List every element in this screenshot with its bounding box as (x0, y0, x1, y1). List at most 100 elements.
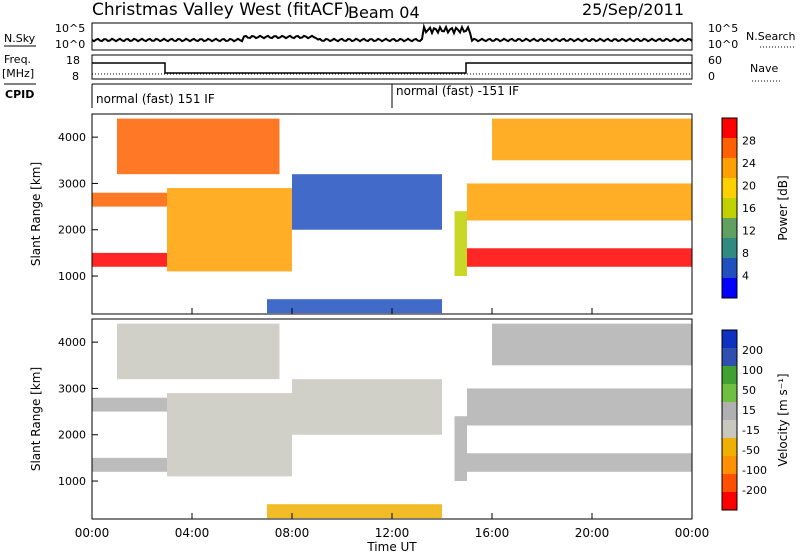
colorbar-tick-label: -15 (742, 424, 760, 437)
range-tick-label: 4000 (58, 336, 86, 349)
power-panel (92, 118, 692, 314)
colorbar-tick-label: 24 (742, 157, 756, 170)
echo-region (467, 388, 692, 426)
nsky-trace (91, 23, 693, 43)
colorbar-swatch (722, 492, 737, 510)
colorbar-tick-label: 16 (742, 202, 756, 215)
echo-region (292, 379, 442, 435)
echo-region (467, 248, 692, 267)
colorbar-tick-label: 20 (742, 180, 756, 193)
range-tick-label: 1000 (58, 270, 86, 283)
colorbar-tick-label: -200 (742, 484, 767, 497)
nave-tick-bottom: 0 (708, 70, 715, 83)
colorbar-swatch (722, 178, 737, 198)
echo-region (167, 188, 292, 272)
colorbar-tick-label: 4 (742, 270, 749, 283)
colorbar-tick-label: 100 (742, 364, 763, 377)
echo-region (492, 118, 692, 161)
echo-region (92, 457, 167, 472)
colorbar-swatch (722, 158, 737, 178)
colorbar-swatch (722, 330, 737, 348)
echo-region (267, 504, 442, 519)
nave-label: Nave (750, 62, 778, 75)
time-tick-label: 12:00 (375, 526, 410, 540)
range-tick-label: 2000 (58, 224, 86, 237)
colorbar-swatch (722, 420, 737, 438)
nsearch-tick-bottom: 10^0 (708, 38, 738, 51)
echo-region (467, 453, 692, 472)
range-tick-label: 4000 (58, 131, 86, 144)
date-label: 25/Sep/2011 (582, 0, 684, 19)
time-tick-label: 16:00 (475, 526, 510, 540)
colorbar-swatch (722, 138, 737, 158)
freq-label: Freq. (4, 53, 31, 66)
colorbar-swatch (722, 198, 737, 218)
power-yaxis: 1000 2000 3000 4000 (58, 131, 98, 283)
echo-region (92, 397, 167, 412)
colorbar-tick-label: 28 (742, 135, 756, 148)
time-tick-label: 20:00 (575, 526, 610, 540)
nsearch-label: N.Search (746, 30, 796, 43)
echo-region (292, 174, 442, 230)
range-tick-label: 3000 (58, 177, 86, 190)
power-ylabel: Slant Range [km] (29, 162, 43, 266)
velocity-colorbar-label: Velocity [m s⁻¹] (776, 373, 790, 466)
range-tick-label: 1000 (58, 475, 86, 488)
echo-region (467, 183, 692, 221)
velocity-panel (92, 323, 692, 519)
power-colorbar: 4 8 12 16 20 24 28 (722, 118, 756, 298)
freq-trace (92, 62, 692, 74)
time-tick-label: 08:00 (275, 526, 310, 540)
time-tick-label: 00:00 (675, 526, 710, 540)
colorbar-tick-label: 12 (742, 225, 756, 238)
echo-region (454, 416, 467, 482)
colorbar-swatch (722, 402, 737, 420)
time-axis: 00:00 04:00 08:00 12:00 16:00 20:00 00:00 (75, 308, 710, 540)
echo-region (92, 192, 167, 207)
velocity-ylabel: Slant Range [km] (29, 367, 43, 471)
power-colorbar-label: Power [dB] (776, 175, 790, 240)
colorbar-tick-label: -50 (742, 444, 760, 457)
colorbar-swatch (722, 474, 737, 492)
velocity-yaxis: 1000 2000 3000 4000 (58, 336, 98, 488)
time-axis-label: Time UT (366, 540, 417, 554)
colorbar-swatch (722, 238, 737, 258)
cpid-label: CPID (5, 88, 34, 101)
nsearch-tick-top: 10^5 (708, 22, 738, 35)
colorbar-swatch (722, 366, 737, 384)
echo-region (117, 118, 280, 175)
time-tick-label: 00:00 (75, 526, 110, 540)
echo-region (454, 211, 467, 277)
colorbar-swatch (722, 218, 737, 238)
velocity-colorbar-frame (721, 329, 738, 511)
colorbar-swatch (722, 278, 737, 298)
nsky-strip-frame (91, 22, 693, 51)
cpid-segment-2: normal (fast) -151 IF (396, 84, 519, 98)
nave-tick-top: 60 (708, 54, 722, 67)
colorbar-tick-label: 8 (742, 247, 749, 260)
colorbar-tick-label: 50 (742, 384, 756, 397)
colorbar-tick-label: 200 (742, 344, 763, 357)
colorbar-swatch (722, 258, 737, 278)
colorbar-swatch (722, 384, 737, 402)
echo-region (117, 323, 280, 380)
nsky-tick-top: 10^5 (55, 22, 85, 35)
colorbar-swatch (722, 438, 737, 456)
echo-region (92, 252, 167, 267)
colorbar-swatch (722, 348, 737, 366)
freq-tick-bottom: 8 (72, 70, 79, 83)
freq-tick-top: 18 (66, 54, 80, 67)
colorbar-swatch (722, 456, 737, 474)
colorbar-tick-label: -100 (742, 464, 767, 477)
echo-region (267, 299, 442, 314)
mhz-label: [MHz] (2, 67, 34, 80)
time-tick-label: 04:00 (175, 526, 210, 540)
velocity-colorbar: -200 -100 -50 -15 15 50 100 200 (722, 330, 767, 510)
freq-strip-frame (91, 54, 693, 80)
beam-label: Beam 04 (348, 3, 420, 22)
nsky-label: N.Sky (4, 32, 36, 45)
station-title: Christmas Valley West (fitACF) (92, 0, 350, 20)
colorbar-swatch (722, 118, 737, 138)
range-tick-label: 3000 (58, 382, 86, 395)
